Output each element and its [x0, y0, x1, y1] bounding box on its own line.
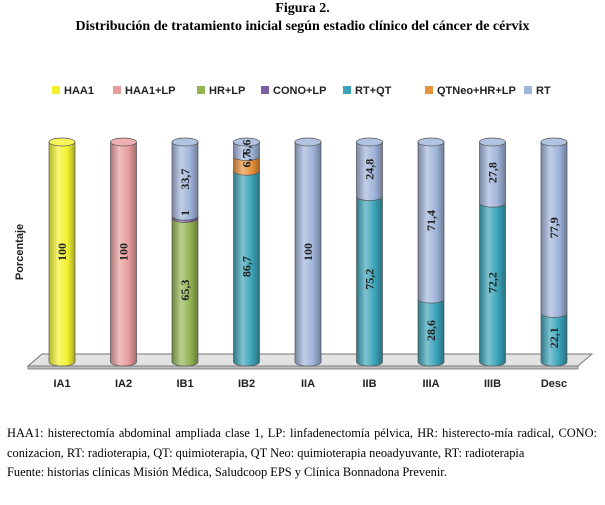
- bar-segment-ia1-haa1: [48, 141, 76, 367]
- bar-top-iia: [294, 137, 322, 147]
- bar-top-ia2: [110, 137, 137, 147]
- data-label-iiib-rt-qt: 72,2: [486, 272, 500, 293]
- bars: [48, 137, 568, 367]
- bar-top-desc: [540, 137, 568, 147]
- bar-segment-ib2-rt: [233, 141, 260, 161]
- bar-stack-desc: [540, 137, 568, 367]
- legend-item-cono-lp: CONO+LP: [261, 85, 326, 97]
- legend-swatch-haa1: [52, 86, 60, 94]
- bar-segment-iib-rt: [356, 141, 383, 201]
- bar-segment-iiia-rt-qt: [417, 298, 445, 367]
- bar-segment-ib2-rt-qt: [233, 170, 260, 367]
- bar-top-iiib: [479, 137, 506, 147]
- legend: HAA1 HAA1+LP HR+LP CONO+LP RT+QT QTNeo+HR+LP R…: [52, 85, 551, 97]
- bar-top-ib1: [171, 137, 199, 147]
- legend-swatch-hr-lp: [197, 86, 205, 94]
- legend-label-qtneo-hr-lp: QTNeo+HR+LP: [437, 85, 516, 97]
- chart-floor-edge: [27, 365, 579, 370]
- bar-segment-iia-rt: [294, 141, 322, 367]
- legend-item-haa1: HAA1: [52, 85, 94, 97]
- legend-swatch-rt: [524, 86, 532, 94]
- legend-label-hr-lp: HR+LP: [209, 85, 245, 97]
- data-label-ib2-rt-qt: 86,7: [240, 256, 254, 277]
- legend-swatch-haa1-lp: [113, 86, 121, 94]
- bar-segment-ib2-qtneo-hr-lp: [233, 156, 260, 176]
- data-label-ia2-haa1-lp: 100: [117, 243, 131, 261]
- bar-top-ib2: [233, 137, 260, 147]
- bar-segment-ib1-hr-lp: [171, 217, 199, 367]
- bar-segment-desc-rt-qt: [540, 313, 568, 367]
- bar-segment-iib-rt-qt: [356, 196, 383, 367]
- legend-item-hr-lp: HR+LP: [197, 85, 245, 97]
- data-label-desc-rt-qt: 22,1: [547, 327, 561, 348]
- bar-stack-iib: [356, 137, 383, 367]
- data-label-iib-rt-qt: 75,2: [363, 269, 377, 290]
- bar-top-iiia: [417, 137, 445, 147]
- legend-label-rt-qt: RT+QT: [355, 85, 392, 97]
- x-tick-label-iia: IIA: [301, 378, 315, 390]
- bar-stack-ib1: [171, 137, 199, 367]
- bar-stack-iia: [294, 137, 322, 367]
- bar-stack-ib2: [233, 137, 260, 367]
- bar-segment-ia2-haa1-lp: [110, 141, 137, 367]
- legend-swatch-cono-lp: [261, 86, 269, 94]
- bar-stack-iiib: [479, 137, 506, 367]
- x-tick-label-desc: Desc: [541, 378, 567, 390]
- x-tick-label-ib2: IB2: [238, 378, 255, 390]
- source-note: Fuente: historias clínicas Misión Médica…: [7, 465, 447, 479]
- data-label-ib2-qtneo-hr-lp: 6,7: [240, 153, 254, 168]
- bar-stack-ia1: [48, 137, 76, 367]
- data-label-ib2-rt: 6,6: [240, 140, 254, 155]
- y-axis-label: Porcentaje: [14, 224, 26, 280]
- x-tick-label-iib: IIB: [362, 378, 376, 390]
- legend-label-rt: RT: [536, 85, 551, 97]
- data-label-iiia-rt: 71,4: [424, 210, 438, 231]
- figure-notes: HAA1: histerectomía abdominal ampliada c…: [7, 424, 597, 483]
- bar-segment-iiib-rt-qt: [479, 202, 506, 367]
- bar-segment-iiia-rt: [417, 141, 445, 304]
- figure-title: Distribución de tratamiento inicial segú…: [75, 19, 530, 34]
- x-tick-label-ib1: IB1: [176, 378, 193, 390]
- data-label-ia1-haa1: 100: [55, 243, 69, 261]
- bar-top-iib: [356, 137, 383, 147]
- legend-label-cono-lp: CONO+LP: [273, 85, 326, 97]
- x-tick-label-ia1: IA1: [53, 378, 70, 390]
- data-label-ib1-hr-lp: 65,3: [178, 280, 192, 301]
- legend-swatch-rt-qt: [343, 86, 351, 94]
- bar-stack-iiia: [417, 137, 445, 367]
- legend-item-haa1-lp: HAA1+LP: [113, 85, 175, 97]
- data-label-iiib-rt: 27,8: [486, 162, 500, 183]
- x-tick-label-iiia: IIIA: [422, 378, 439, 390]
- data-labels: 100 100 65,3 1 33,7 86,7 6,76,6 100 75,2 24,8 28,6…: [55, 140, 561, 349]
- bar-stack-ia2: [110, 137, 137, 367]
- bar-segment-iiib-rt: [479, 141, 506, 208]
- legend-item-rt: RT: [524, 85, 551, 97]
- figure-number: Figura 2.: [275, 1, 330, 16]
- x-tick-label-iiib: IIIB: [484, 378, 501, 390]
- data-label-iia-rt: 100: [301, 243, 315, 261]
- legend-label-haa1: HAA1: [64, 85, 94, 97]
- bar-top-ia1: [48, 137, 76, 147]
- bar-segment-desc-rt: [540, 141, 568, 318]
- data-label-iib-rt: 24,8: [363, 159, 377, 180]
- stacked-bar-chart: HAA1 HAA1+LP HR+LP CONO+LP RT+QT QTNeo+HR+LP R…: [14, 85, 594, 390]
- legend-label-haa1-lp: HAA1+LP: [125, 85, 175, 97]
- x-tick-label-ia2: IA2: [115, 378, 132, 390]
- data-label-ib1-rt: 33,7: [178, 169, 192, 190]
- legend-swatch-qtneo-hr-lp: [425, 86, 433, 94]
- data-label-ib1-cono-lp: 1: [178, 210, 192, 216]
- legend-item-rt-qt: RT+QT: [343, 85, 392, 97]
- legend-item-qtneo-hr-lp: QTNeo+HR+LP: [425, 85, 516, 97]
- data-label-iiia-rt-qt: 28,6: [424, 320, 438, 341]
- bar-segment-ib1-rt: [171, 141, 199, 221]
- data-label-desc-rt: 77,9: [547, 217, 561, 238]
- abbreviations-note: HAA1: histerectomía abdominal ampliada c…: [7, 426, 597, 460]
